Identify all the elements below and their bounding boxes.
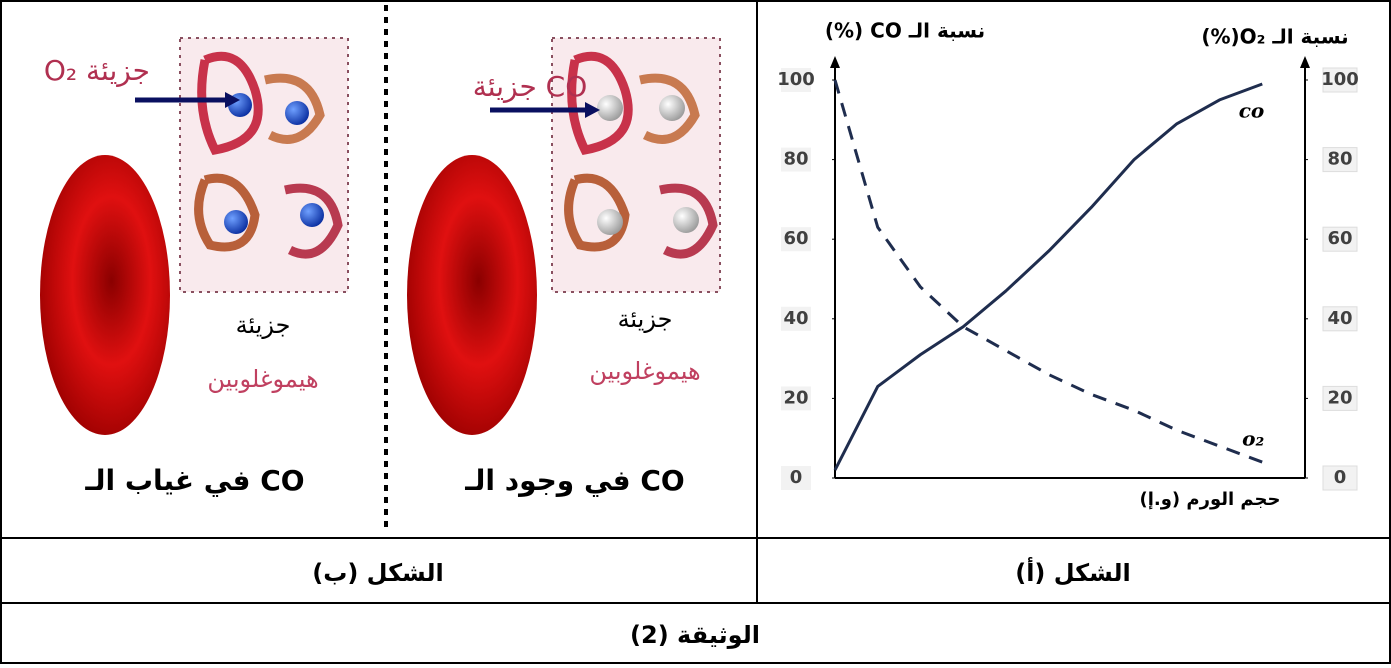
molecule-label: جزيئة CO [473, 70, 588, 103]
y-tick-label: 0 [790, 467, 803, 488]
hb-name: هيموغلوبين [589, 357, 700, 385]
hb-word: جزيئة [618, 305, 673, 333]
y2-tick-label: 80 [1327, 149, 1352, 170]
caption: في غياب الـ CO [84, 464, 304, 497]
hb-word: جزيئة [236, 311, 291, 339]
tick-box [781, 68, 811, 92]
molecule-label: جزيئة O₂ [44, 54, 150, 87]
tick-box [1322, 385, 1358, 411]
tick-box [781, 147, 811, 172]
y-tick-label: 60 [783, 228, 808, 249]
series-label: o₂ [1242, 427, 1264, 451]
y2-tick-label: 20 [1327, 387, 1352, 408]
y-tick-label: 80 [783, 149, 808, 170]
tick-box [781, 306, 811, 331]
y2-axis-arrow [1300, 56, 1310, 68]
tick-box [1322, 465, 1358, 491]
y2-tick-label: 40 [1327, 308, 1352, 329]
tick-box [781, 227, 811, 252]
y2-tick-label: 60 [1327, 228, 1352, 249]
caption: في وجود الـ CO [464, 464, 684, 497]
illustration-absent [40, 37, 349, 435]
y-tick-label: 100 [777, 69, 815, 90]
y2-axis-label: نسبة الـ O₂(%) [1201, 25, 1348, 49]
tick-box [1322, 147, 1358, 173]
tick-box [1322, 306, 1358, 332]
tick-box [1322, 67, 1358, 93]
y-tick-label: 20 [783, 387, 808, 408]
data-line [833, 79, 1263, 464]
document-caption: الوثيقة (2) [630, 621, 760, 649]
figure-caption: الشكل (ب) [312, 559, 443, 587]
y2-tick-label: 0 [1334, 467, 1347, 488]
hb-name: هيموغلوبين [207, 365, 318, 393]
tick-box [781, 466, 811, 490]
y-axis-label: نسبة الـ CO (%) [825, 19, 985, 43]
data-line [833, 82, 1263, 471]
y2-tick-label: 100 [1321, 69, 1359, 90]
tick-box [1322, 226, 1358, 252]
series-label: co [1239, 98, 1265, 122]
y-axis-arrow [830, 56, 840, 68]
illustration-present [407, 37, 721, 435]
figure-caption: الشكل (أ) [1015, 557, 1131, 587]
y-tick-label: 40 [783, 308, 808, 329]
x-axis-label: حجم الورم (و.إ) [1139, 489, 1280, 510]
tick-box [781, 386, 811, 411]
